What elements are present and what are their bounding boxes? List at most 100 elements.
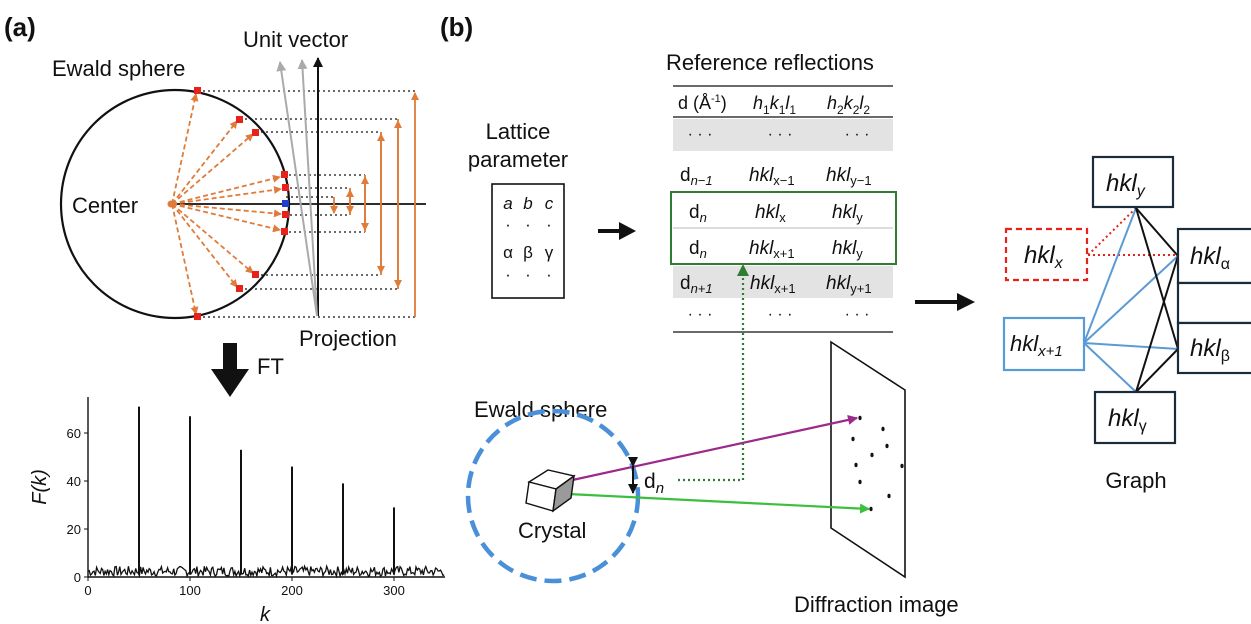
- reflection-points: [194, 87, 289, 320]
- ft-label: FT: [257, 354, 284, 379]
- svg-text:hklx: hklx: [755, 202, 786, 225]
- svg-text:hklx: hklx: [1024, 242, 1064, 272]
- x-tick-label: 300: [383, 583, 405, 598]
- lattice-dot: ·: [546, 215, 552, 234]
- chart-ylabel: F(k): [29, 469, 51, 505]
- lattice-a: a: [503, 194, 512, 213]
- table-ellipsis: · · ·: [768, 126, 793, 143]
- projection-label: Projection: [299, 326, 397, 351]
- svg-text:hklγ: hklγ: [1108, 405, 1147, 435]
- table-ellipsis: · · ·: [768, 306, 793, 323]
- svg-text:hkly: hkly: [832, 202, 863, 225]
- header-h1k1l1: h1k1l1: [753, 93, 796, 117]
- y-tick-label: 40: [67, 474, 81, 489]
- chart-series-line: [87, 563, 445, 579]
- diffraction-image-label: Diffraction image: [794, 592, 959, 617]
- projection-arrows: [330, 92, 419, 317]
- svg-text:hklα: hklα: [1190, 243, 1230, 273]
- arrow-table-to-graph: [915, 293, 975, 311]
- svg-text:hklx−1: hklx−1: [749, 165, 795, 188]
- svg-text:dn: dn: [689, 238, 707, 261]
- lattice-box: [491, 183, 565, 299]
- chart-xlabel: k: [260, 604, 271, 624]
- svg-text:dn+1: dn+1: [680, 273, 713, 296]
- ft-chart: 0 100 200 300 0 20 40 60 F(k) k: [29, 397, 445, 624]
- graph-node-hkl-x: hklx: [1004, 227, 1089, 282]
- lattice-gamma: γ: [545, 243, 554, 262]
- crystal-label: Crystal: [518, 518, 586, 543]
- detector-plane: [830, 340, 906, 579]
- lattice-dot: ·: [505, 215, 511, 234]
- svg-text:dn−1: dn−1: [680, 165, 713, 188]
- origin-point: [282, 200, 289, 207]
- table-ellipsis: · · ·: [845, 306, 870, 323]
- table-highlight-box: [670, 191, 897, 265]
- graph-node-hkl-x1: hklx+1: [1002, 316, 1086, 372]
- panel-a: (a) Ewald sphere Unit vector: [4, 12, 445, 624]
- lattice-dot: ·: [546, 265, 552, 284]
- ewald-rays: [171, 93, 282, 315]
- svg-text:hkly: hkly: [1106, 170, 1146, 200]
- x-tick-label: 0: [84, 583, 91, 598]
- projection-dotted-lines: [198, 90, 415, 318]
- center-point: [167, 200, 175, 208]
- table-header: d (Å-1) h1k1l1 h2k2l2: [678, 93, 870, 117]
- diffraction-spots: [851, 415, 904, 512]
- y-tick-label: 20: [67, 522, 81, 537]
- diffracted-beam-purple: [567, 415, 858, 483]
- ft-arrow: [211, 343, 249, 397]
- table-row-shade-1: [673, 119, 893, 151]
- table-ellipsis: · · ·: [688, 126, 713, 143]
- header-d: d (Å-1): [678, 93, 727, 113]
- table-row: dn hklx hkly: [689, 202, 863, 225]
- svg-text:hklx+1: hklx+1: [749, 238, 795, 261]
- svg-text:hkly: hkly: [832, 238, 863, 261]
- x-tick-label: 100: [179, 583, 201, 598]
- arrow-lattice-to-table: [598, 222, 636, 240]
- x-tick-label: 200: [281, 583, 303, 598]
- table-row-shade-2: [673, 266, 893, 298]
- diffracted-beam-green: [567, 492, 870, 514]
- unit-vector-arrow-gray-2: [297, 59, 318, 317]
- svg-text:hkly−1: hkly−1: [826, 165, 872, 188]
- lattice-b: b: [523, 194, 532, 213]
- center-label: Center: [72, 193, 138, 218]
- lattice-title-2: parameter: [468, 147, 568, 172]
- dn-link-arrowhead: [737, 264, 749, 276]
- panel-a-label: (a): [4, 12, 36, 42]
- ewald-sphere-label-a: Ewald sphere: [52, 56, 185, 81]
- lattice-beta: β: [523, 243, 533, 262]
- crystal-icon: [525, 469, 576, 513]
- graph-node-hkl-beta: hklβ: [1176, 321, 1251, 375]
- lattice-alpha: α: [503, 243, 513, 262]
- chart-ylabel-text: F(k): [29, 469, 51, 505]
- svg-text:hklx+1: hklx+1: [1010, 331, 1063, 360]
- svg-text:hklβ: hklβ: [1190, 335, 1230, 365]
- table-ellipsis: · · ·: [688, 306, 713, 323]
- unit-vector-arrow-gray-1: [276, 61, 318, 317]
- lattice-dot: ·: [525, 215, 531, 234]
- panel-b-label: (b): [440, 12, 473, 42]
- unit-vector-label: Unit vector: [243, 27, 348, 52]
- svg-text:hkly+1: hkly+1: [826, 273, 872, 296]
- graph-node-hkl-y-top: hkly: [1091, 155, 1175, 209]
- lattice-title-1: Lattice: [486, 119, 551, 144]
- header-h2k2l2: h2k2l2: [827, 93, 870, 117]
- y-tick-label: 0: [74, 570, 81, 585]
- dn-link-dotted: [678, 268, 745, 482]
- table-row: dn hklx+1 hkly: [689, 238, 863, 261]
- graph-node-middle-box: [1176, 281, 1251, 325]
- lattice-dot: ·: [505, 265, 511, 284]
- svg-text:hklx+1: hklx+1: [750, 273, 796, 296]
- graph-caption: Graph: [1105, 468, 1166, 493]
- svg-text:dn: dn: [689, 202, 707, 225]
- lattice-dot: ·: [525, 265, 531, 284]
- graph-node-hkl-alpha: hklα: [1176, 227, 1251, 285]
- ewald-sphere-dashed: [465, 408, 641, 584]
- table-row: dn−1 hklx−1 hkly−1: [680, 165, 872, 188]
- graph-edges: [1083, 207, 1179, 393]
- lattice-c: c: [545, 194, 554, 213]
- y-tick-label: 60: [67, 426, 81, 441]
- table-row: dn+1 hklx+1 hkly+1: [680, 273, 872, 296]
